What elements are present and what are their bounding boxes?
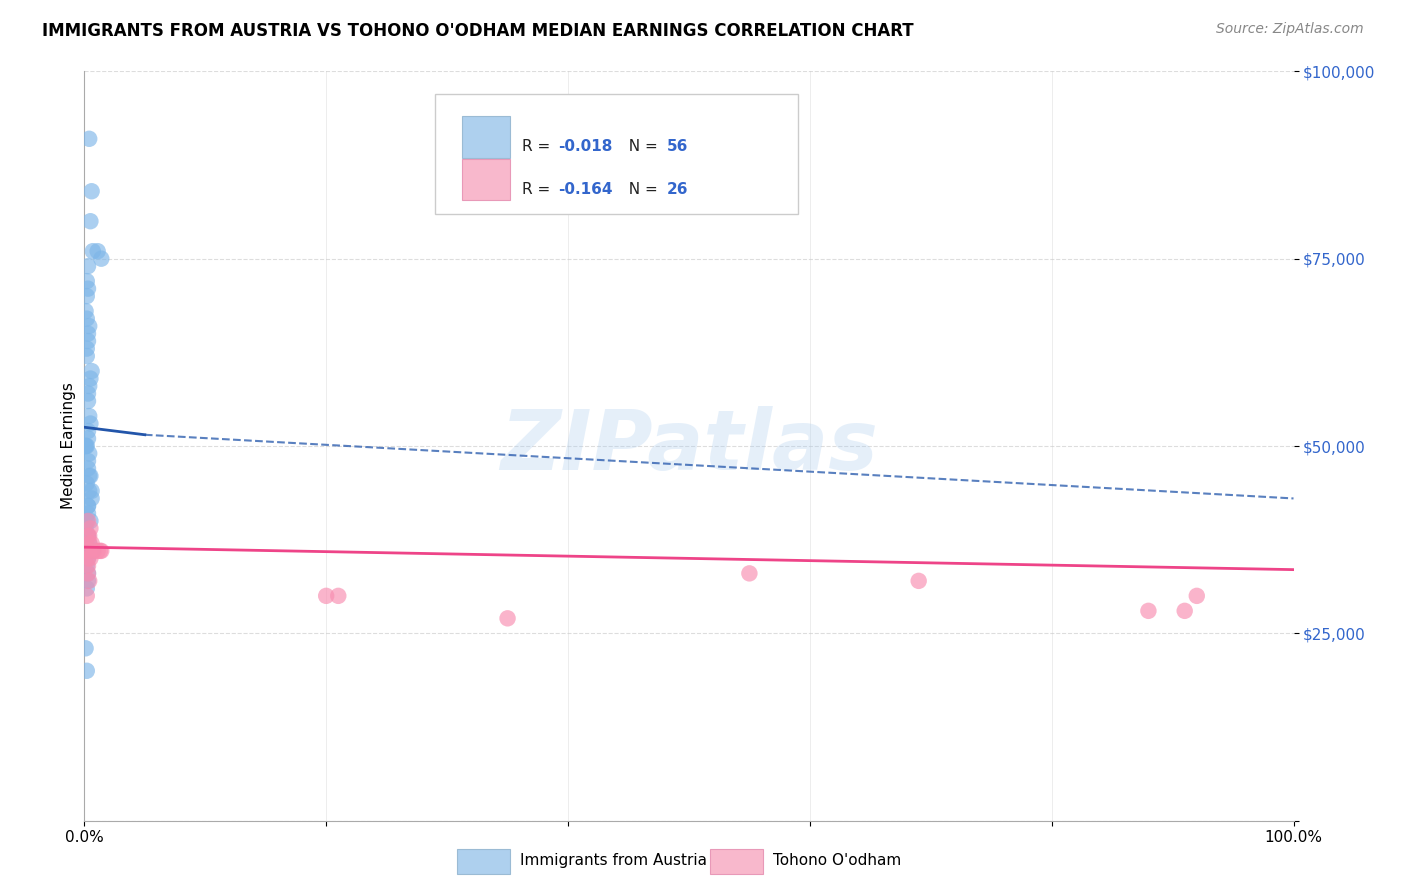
Point [77,409,100,423]
Text: IMMIGRANTS FROM AUSTRIA VS TOHONO O'ODHAM MEDIAN EARNINGS CORRELATION CHART: IMMIGRANTS FROM AUSTRIA VS TOHONO O'ODHA… [42,22,914,40]
Point [80,536,103,550]
Point [76,439,98,453]
Point [77,514,100,528]
Point [1174,604,1197,618]
Point [76,476,98,491]
Point [77,499,100,513]
Point [1185,589,1208,603]
Point [89,544,111,558]
Point [77,259,100,273]
Point [75,641,97,656]
Point [86,244,108,259]
Point [77,282,100,296]
FancyBboxPatch shape [434,94,797,214]
Point [75,439,97,453]
Point [75,521,97,535]
Point [77,529,100,543]
Point [75,304,97,318]
Point [79,371,101,385]
Point [315,589,337,603]
Point [76,289,98,303]
Text: R =: R = [522,139,555,153]
Point [76,589,98,603]
Point [77,334,100,348]
Point [79,551,101,566]
Text: -0.164: -0.164 [558,182,613,197]
Point [79,469,101,483]
Point [77,536,100,550]
Point [1137,604,1160,618]
Text: 56: 56 [668,139,689,153]
Point [77,536,100,550]
Point [75,439,97,453]
Text: -0.018: -0.018 [558,139,613,153]
Point [82,244,104,259]
Point [86,544,108,558]
Point [76,544,98,558]
Point [76,311,98,326]
Point [77,461,100,475]
Point [76,582,98,596]
Point [77,132,100,146]
Text: Source: ZipAtlas.com: Source: ZipAtlas.com [1216,22,1364,37]
Point [77,319,100,334]
Text: Immigrants from Austria: Immigrants from Austria [520,854,707,868]
Point [77,566,100,581]
Point [77,544,100,558]
Point [76,558,98,573]
Point [77,379,100,393]
Point [77,394,100,409]
Point [76,349,98,363]
Text: N =: N = [619,139,662,153]
Point [82,544,104,558]
Text: 26: 26 [668,182,689,197]
Point [80,184,103,198]
Point [77,574,100,588]
Point [77,424,100,438]
Point [80,483,103,498]
Point [77,469,100,483]
Point [77,574,100,588]
Point [77,454,100,468]
Point [77,386,100,401]
Text: N =: N = [619,182,662,197]
Point [90,252,112,266]
FancyBboxPatch shape [461,116,510,158]
Point [77,529,100,543]
Point [79,521,101,535]
Point [77,507,100,521]
Text: ZIPatlas: ZIPatlas [501,406,877,486]
Point [77,551,100,566]
Point [77,432,100,446]
Point [328,589,350,603]
Point [77,529,100,543]
Point [79,417,101,431]
Point [907,574,929,588]
Text: R =: R = [522,182,555,197]
Point [77,529,100,543]
Point [79,544,101,558]
Point [76,342,98,356]
Point [77,326,100,341]
Point [77,551,100,566]
Text: Tohono O'odham: Tohono O'odham [773,854,901,868]
Point [77,558,100,573]
Point [80,491,103,506]
Point [90,544,112,558]
Point [77,566,100,581]
Point [496,611,519,625]
FancyBboxPatch shape [461,159,510,200]
Point [77,446,100,460]
Point [83,544,105,558]
Point [77,499,100,513]
Point [77,483,100,498]
Y-axis label: Median Earnings: Median Earnings [60,383,76,509]
Point [76,274,98,288]
Point [79,514,101,528]
Point [76,514,98,528]
Point [79,214,101,228]
Point [738,566,761,581]
Point [80,364,103,378]
Point [76,664,98,678]
